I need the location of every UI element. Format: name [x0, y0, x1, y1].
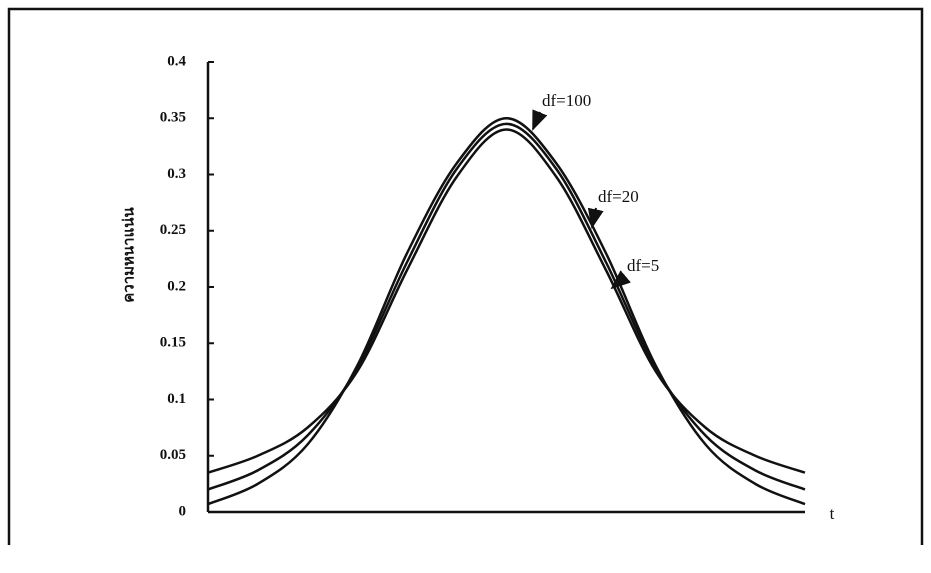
x-axis-label: t: [830, 504, 835, 523]
chart: ความหนาแน่น t 0 0.05 0.1 0.15 0.2 0.25 0.3 0.35…: [0, 0, 931, 573]
y-tick-label: 0.3: [167, 166, 186, 182]
y-tick-label: 0.2: [167, 278, 186, 294]
frame: [9, 9, 922, 545]
y-tick-label: 0.05: [160, 447, 186, 463]
annotation-arrow: [592, 208, 596, 227]
y-tick-label: 0: [179, 503, 187, 519]
y-tick-label: 0.25: [160, 222, 186, 238]
legend-label: df=100: [542, 91, 591, 110]
line: [208, 130, 805, 473]
annotation-arrow: [533, 112, 540, 129]
legend-label: df=20: [598, 187, 639, 206]
y-axis-label: ความหนาแน่น: [120, 207, 137, 303]
y-tick-label: 0.4: [167, 53, 186, 69]
y-tick-label: 0.35: [160, 110, 186, 126]
y-tick-label: 0.15: [160, 335, 186, 351]
legend-label: df=5: [627, 256, 659, 275]
y-tick-label: 0.1: [167, 391, 186, 407]
